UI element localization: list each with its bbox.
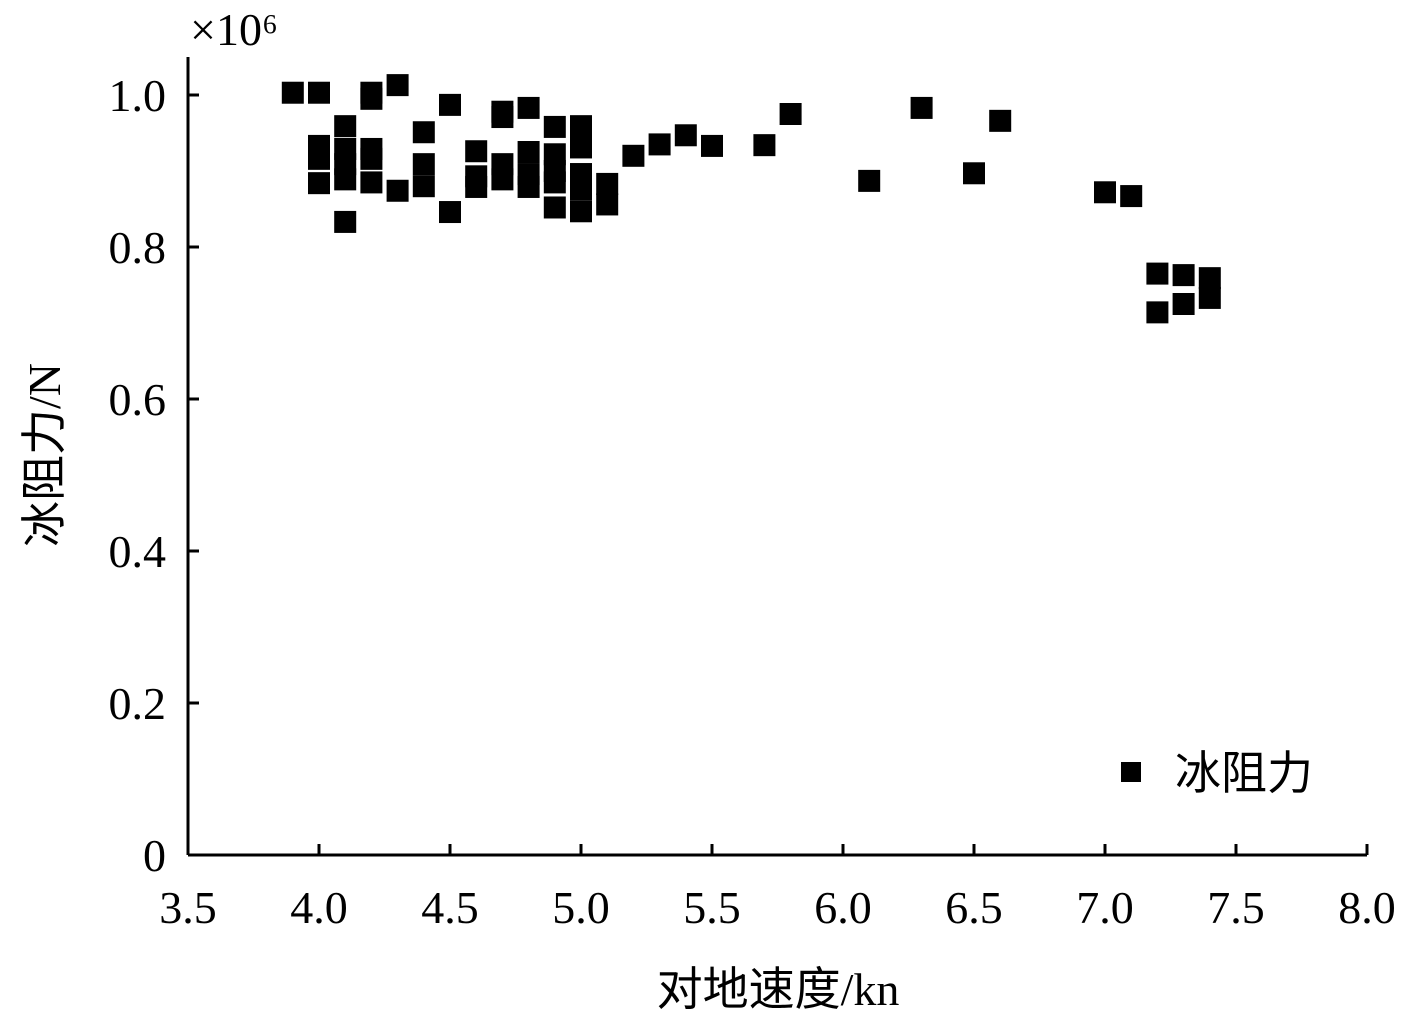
- point: [596, 172, 619, 195]
- y-tick-label: 0.4: [109, 526, 167, 577]
- y-tick-label: 0.8: [109, 222, 167, 273]
- point: [360, 87, 383, 110]
- point: [989, 109, 1012, 132]
- point: [1120, 185, 1143, 208]
- x-tick-label: 7.0: [1076, 882, 1134, 933]
- point: [334, 168, 357, 191]
- point: [570, 200, 592, 223]
- point: [465, 175, 488, 198]
- y-tick-label: 0.2: [109, 678, 167, 729]
- point: [1198, 267, 1221, 290]
- point: [412, 121, 435, 144]
- point: [1198, 286, 1221, 309]
- x-tick-label: 3.5: [159, 882, 217, 933]
- point: [701, 134, 723, 157]
- y-axis-label: 冰阻力/N: [19, 363, 70, 547]
- point: [543, 143, 566, 166]
- y-multiplier: ×10⁶: [190, 4, 278, 55]
- point: [308, 147, 330, 170]
- point: [1146, 262, 1169, 285]
- point: [517, 141, 540, 163]
- point: [570, 136, 592, 159]
- point: [543, 115, 566, 138]
- point: [910, 96, 933, 119]
- point: [570, 178, 592, 201]
- point: [596, 193, 619, 216]
- point: [543, 171, 566, 194]
- point: [491, 106, 514, 129]
- x-tick-label: 5.5: [683, 882, 741, 933]
- point: [1094, 181, 1116, 204]
- x-tick-label: 6.5: [945, 882, 1003, 933]
- point: [308, 172, 330, 195]
- point: [281, 81, 304, 104]
- x-tick-label: 4.5: [421, 882, 479, 933]
- point: [334, 210, 357, 233]
- point: [439, 93, 461, 116]
- point: [334, 115, 357, 138]
- legend-marker: [1121, 762, 1141, 782]
- x-tick-label: 5.0: [552, 882, 610, 933]
- point: [517, 96, 540, 119]
- x-tick-label: 7.5: [1207, 882, 1265, 933]
- point: [570, 115, 592, 138]
- point: [543, 196, 566, 219]
- point: [963, 162, 985, 185]
- point: [779, 103, 802, 125]
- point: [386, 74, 409, 97]
- point: [465, 140, 488, 163]
- point: [753, 134, 776, 157]
- point: [1146, 301, 1169, 324]
- point: [1172, 293, 1195, 315]
- point: [674, 124, 697, 147]
- point: [308, 81, 330, 104]
- point: [517, 175, 540, 198]
- y-tick-label: 0: [143, 830, 166, 881]
- point: [1172, 264, 1195, 287]
- point: [412, 153, 435, 176]
- point: [858, 169, 881, 192]
- point: [622, 144, 645, 167]
- point: [439, 201, 461, 224]
- y-tick-label: 0.6: [109, 374, 167, 425]
- point: [360, 147, 383, 170]
- x-tick-label: 6.0: [814, 882, 872, 933]
- point: [648, 133, 671, 156]
- y-tick-label: 1.0: [109, 70, 167, 121]
- point: [386, 179, 409, 202]
- x-tick-label: 8.0: [1338, 882, 1396, 933]
- x-tick-label: 4.0: [290, 882, 348, 933]
- point: [412, 175, 435, 198]
- legend-label: 冰阻力: [1175, 748, 1313, 799]
- point: [360, 171, 383, 194]
- point: [491, 168, 514, 191]
- x-axis-label: 对地速度/kn: [657, 964, 900, 1015]
